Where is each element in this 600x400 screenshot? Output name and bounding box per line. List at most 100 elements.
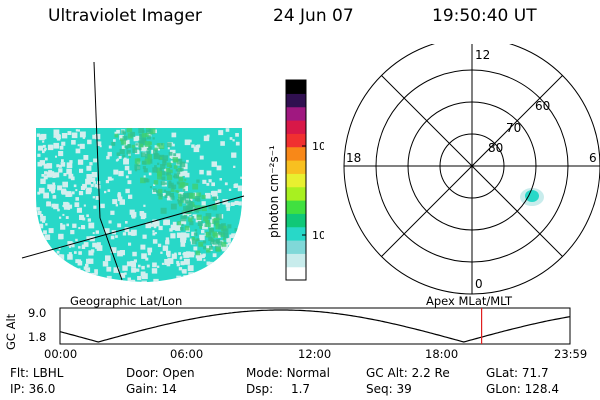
geo-pixel bbox=[175, 169, 179, 172]
geo-pixel bbox=[66, 162, 73, 168]
geo-pixel bbox=[94, 184, 98, 188]
geo-pixel bbox=[117, 196, 123, 202]
geo-pixel bbox=[216, 275, 219, 278]
geo-pixel bbox=[43, 230, 47, 235]
geo-pixel bbox=[58, 247, 61, 250]
colorbar-gradient bbox=[286, 80, 306, 281]
geo-pixel bbox=[193, 246, 198, 251]
geo-pixel bbox=[132, 251, 137, 257]
geo-pixel bbox=[56, 137, 61, 141]
geo-pixel bbox=[42, 150, 45, 154]
geo-pixel bbox=[122, 154, 126, 158]
geo-pixel bbox=[202, 280, 207, 282]
geo-pixel bbox=[174, 252, 177, 255]
colorbar-segment bbox=[286, 186, 306, 201]
geo-pixel bbox=[79, 168, 84, 173]
colorbar-unit-label: photon cm⁻²s⁻¹ bbox=[267, 145, 281, 238]
geo-pixel bbox=[219, 178, 222, 181]
colorbar-segment bbox=[286, 93, 306, 108]
geo-pixel bbox=[74, 277, 79, 282]
geo-pixel bbox=[77, 270, 84, 276]
geo-pixel bbox=[51, 184, 56, 190]
door-value: Open bbox=[162, 366, 195, 380]
geo-pixel bbox=[223, 257, 228, 261]
geo-pixel bbox=[56, 257, 60, 261]
geo-pixel bbox=[147, 132, 152, 137]
instrument-title: Ultraviolet Imager bbox=[48, 6, 202, 26]
geo-pixel bbox=[97, 281, 102, 282]
geo-pixel bbox=[153, 183, 156, 186]
geo-pixel bbox=[203, 259, 206, 262]
geo-pixel bbox=[195, 254, 200, 259]
geo-pixel bbox=[182, 185, 188, 192]
geo-pixel bbox=[157, 243, 162, 247]
geo-pixel bbox=[79, 143, 85, 149]
geo-pixel bbox=[169, 149, 176, 156]
geo-pixel bbox=[95, 272, 98, 275]
geo-pixel bbox=[123, 122, 129, 128]
geo-pixel bbox=[179, 167, 184, 172]
geo-pixel bbox=[50, 188, 56, 193]
geo-pixel bbox=[61, 188, 67, 194]
geo-pixel bbox=[80, 185, 85, 190]
geo-pixel bbox=[108, 145, 112, 149]
geo-pixel bbox=[152, 167, 158, 173]
geo-pixel bbox=[160, 251, 163, 254]
geo-pixel bbox=[157, 191, 162, 196]
param-gain: Gain: 14 bbox=[126, 382, 177, 396]
geo-pixel bbox=[164, 259, 171, 265]
geo-pixel bbox=[215, 224, 221, 230]
geo-pixel bbox=[61, 141, 66, 146]
mlt-label-right: 6 bbox=[589, 151, 597, 165]
geo-pixel bbox=[116, 152, 121, 156]
seq-value: 39 bbox=[396, 382, 412, 396]
geo-pixel bbox=[234, 228, 238, 232]
geo-pixel bbox=[193, 146, 200, 153]
geo-pixel bbox=[196, 179, 200, 183]
geo-pixel bbox=[44, 147, 47, 151]
geo-pixel bbox=[208, 205, 213, 210]
altitude-xtick-0000: 00:00 bbox=[44, 347, 78, 361]
geo-pixel bbox=[197, 144, 201, 148]
geo-pixel bbox=[162, 193, 166, 197]
geo-pixel bbox=[121, 145, 126, 150]
geo-pixel bbox=[53, 203, 59, 210]
geo-pixel bbox=[159, 193, 163, 197]
geo-pixel bbox=[140, 214, 146, 220]
geo-pixel bbox=[82, 136, 86, 139]
geo-pixel bbox=[224, 269, 230, 275]
geo-pixel bbox=[90, 177, 96, 182]
geo-pixel bbox=[141, 152, 146, 158]
geo-pixel bbox=[90, 278, 93, 281]
geo-pixel bbox=[47, 144, 54, 151]
ip-label: IP: bbox=[10, 382, 25, 396]
geo-pixel bbox=[43, 265, 46, 269]
geo-pixel bbox=[68, 252, 72, 256]
geo-pixel bbox=[189, 198, 193, 202]
geo-pixel bbox=[176, 263, 180, 267]
geo-pixel bbox=[181, 210, 185, 214]
geo-pixel bbox=[206, 222, 211, 227]
mlt-label-left: 18 bbox=[346, 151, 361, 165]
geo-pixel bbox=[120, 272, 126, 278]
colorbar-segment bbox=[286, 120, 306, 134]
geo-pixel bbox=[222, 228, 229, 235]
geo-pixel bbox=[96, 141, 102, 146]
geo-pixel bbox=[104, 190, 107, 194]
geo-pixel bbox=[166, 195, 173, 201]
geo-pixel bbox=[87, 280, 92, 282]
gcalt-value: 2.2 Re bbox=[411, 366, 450, 380]
geo-pixel bbox=[153, 180, 159, 185]
geo-pixel bbox=[180, 232, 187, 238]
geo-pixel bbox=[87, 218, 91, 222]
geo-pixel bbox=[37, 254, 39, 257]
geo-pixel bbox=[61, 159, 64, 162]
geo-pixel bbox=[237, 237, 242, 244]
geo-pixel bbox=[119, 199, 125, 205]
geo-pixel bbox=[169, 154, 174, 159]
geo-pixel bbox=[92, 196, 95, 199]
geo-pixel bbox=[55, 264, 59, 268]
geo-pixel bbox=[44, 234, 51, 240]
geo-pixel bbox=[235, 234, 241, 240]
geo-pixel bbox=[144, 158, 151, 165]
